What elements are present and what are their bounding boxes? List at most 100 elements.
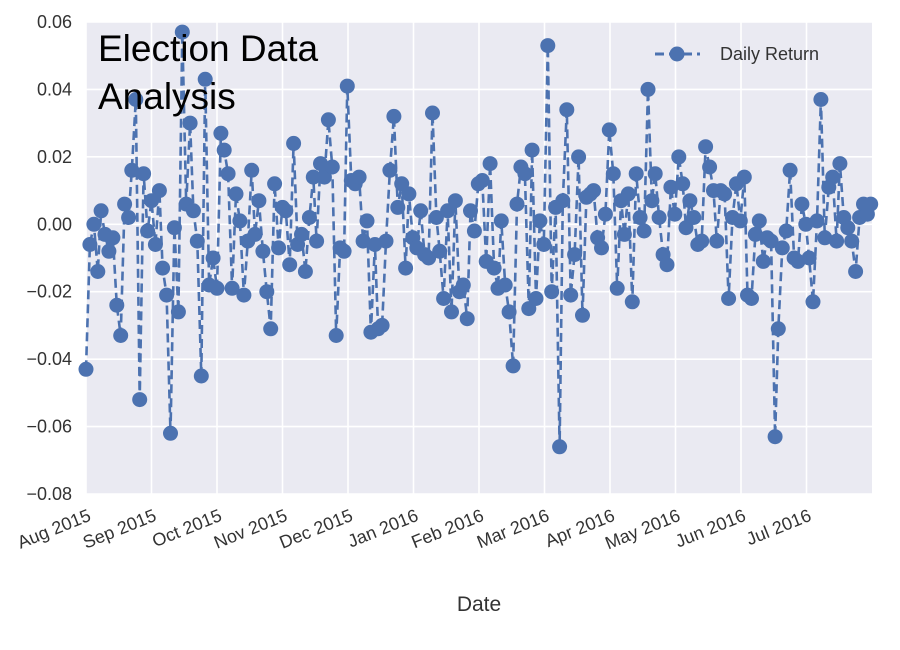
data-point bbox=[698, 139, 714, 155]
data-point bbox=[721, 291, 737, 306]
data-point bbox=[128, 92, 144, 107]
data-point bbox=[305, 169, 321, 185]
data-point bbox=[351, 169, 367, 185]
data-point bbox=[255, 243, 271, 259]
data-point bbox=[459, 311, 475, 327]
data-point bbox=[594, 240, 609, 256]
data-point bbox=[205, 250, 221, 266]
data-point bbox=[774, 240, 790, 256]
data-point bbox=[809, 213, 825, 229]
data-point bbox=[767, 429, 783, 445]
data-point bbox=[105, 230, 121, 246]
x-axis-label: Date bbox=[457, 593, 501, 616]
data-point bbox=[848, 264, 864, 279]
data-point bbox=[170, 304, 186, 320]
data-point bbox=[509, 196, 525, 212]
data-point bbox=[436, 291, 452, 306]
data-point bbox=[86, 216, 102, 232]
data-point bbox=[197, 71, 213, 87]
x-tick-label: Jul 2016 bbox=[743, 505, 814, 549]
data-point bbox=[636, 223, 652, 239]
data-point bbox=[159, 287, 175, 303]
data-point bbox=[647, 166, 663, 182]
data-point bbox=[609, 280, 625, 296]
data-point bbox=[466, 223, 482, 239]
data-point bbox=[493, 213, 509, 229]
data-point bbox=[93, 203, 109, 219]
data-point bbox=[232, 213, 248, 229]
data-point bbox=[532, 213, 548, 229]
y-tick-label: −0.08 bbox=[26, 484, 72, 504]
data-point bbox=[544, 284, 560, 300]
data-point bbox=[339, 78, 355, 94]
data-point bbox=[78, 361, 94, 377]
data-point bbox=[236, 287, 252, 303]
chart-title-line-2: Analysis bbox=[98, 76, 236, 117]
data-point bbox=[805, 294, 821, 310]
data-point bbox=[632, 210, 648, 225]
x-tick-label: Jan 2016 bbox=[345, 505, 421, 551]
data-point bbox=[390, 199, 406, 215]
data-point bbox=[151, 183, 167, 199]
data-point bbox=[282, 257, 298, 273]
y-tick-label: 0.00 bbox=[37, 214, 72, 234]
data-point bbox=[336, 243, 352, 259]
data-point bbox=[386, 108, 402, 124]
x-tick-label: Feb 2016 bbox=[408, 505, 486, 552]
data-point bbox=[428, 210, 444, 225]
data-point bbox=[559, 102, 575, 118]
x-tick-label: Oct 2015 bbox=[149, 505, 224, 551]
data-point bbox=[744, 291, 759, 306]
y-tick-label: −0.02 bbox=[26, 282, 72, 302]
data-point bbox=[528, 291, 544, 306]
data-point bbox=[517, 166, 533, 182]
data-point bbox=[309, 233, 325, 249]
data-point bbox=[355, 233, 371, 249]
data-point bbox=[624, 294, 640, 310]
data-point bbox=[182, 115, 198, 131]
data-point bbox=[432, 243, 448, 259]
data-point bbox=[447, 193, 463, 209]
data-point bbox=[747, 226, 763, 242]
data-point bbox=[463, 203, 478, 219]
data-point bbox=[359, 213, 375, 229]
data-point bbox=[675, 176, 691, 192]
data-point bbox=[147, 237, 163, 252]
data-point bbox=[228, 186, 244, 202]
data-point bbox=[328, 328, 344, 343]
y-tick-label: 0.04 bbox=[37, 79, 72, 99]
data-point bbox=[575, 307, 590, 323]
data-point bbox=[193, 368, 209, 384]
data-point bbox=[813, 92, 829, 107]
data-point bbox=[628, 166, 644, 182]
data-point bbox=[659, 257, 675, 273]
data-point bbox=[189, 233, 205, 249]
data-point bbox=[267, 176, 283, 192]
data-point bbox=[251, 193, 267, 209]
data-point bbox=[209, 280, 225, 296]
data-point bbox=[185, 203, 201, 219]
data-point bbox=[174, 24, 190, 40]
data-point bbox=[829, 233, 845, 249]
data-point bbox=[474, 173, 490, 188]
data-point bbox=[832, 156, 848, 172]
x-tick-label: May 2016 bbox=[602, 505, 683, 553]
data-point bbox=[278, 203, 294, 219]
data-point bbox=[524, 142, 540, 158]
data-point bbox=[605, 166, 621, 182]
data-point bbox=[382, 162, 398, 178]
data-point bbox=[313, 156, 328, 172]
data-point bbox=[140, 223, 156, 239]
data-point bbox=[132, 392, 148, 408]
data-point bbox=[136, 166, 152, 182]
data-point bbox=[286, 135, 302, 151]
data-point bbox=[555, 193, 571, 209]
data-point bbox=[702, 159, 718, 175]
data-point bbox=[316, 169, 332, 185]
data-point bbox=[155, 260, 171, 276]
data-point bbox=[844, 233, 860, 249]
data-point bbox=[486, 260, 502, 276]
data-point bbox=[378, 233, 394, 249]
data-point bbox=[263, 321, 279, 337]
